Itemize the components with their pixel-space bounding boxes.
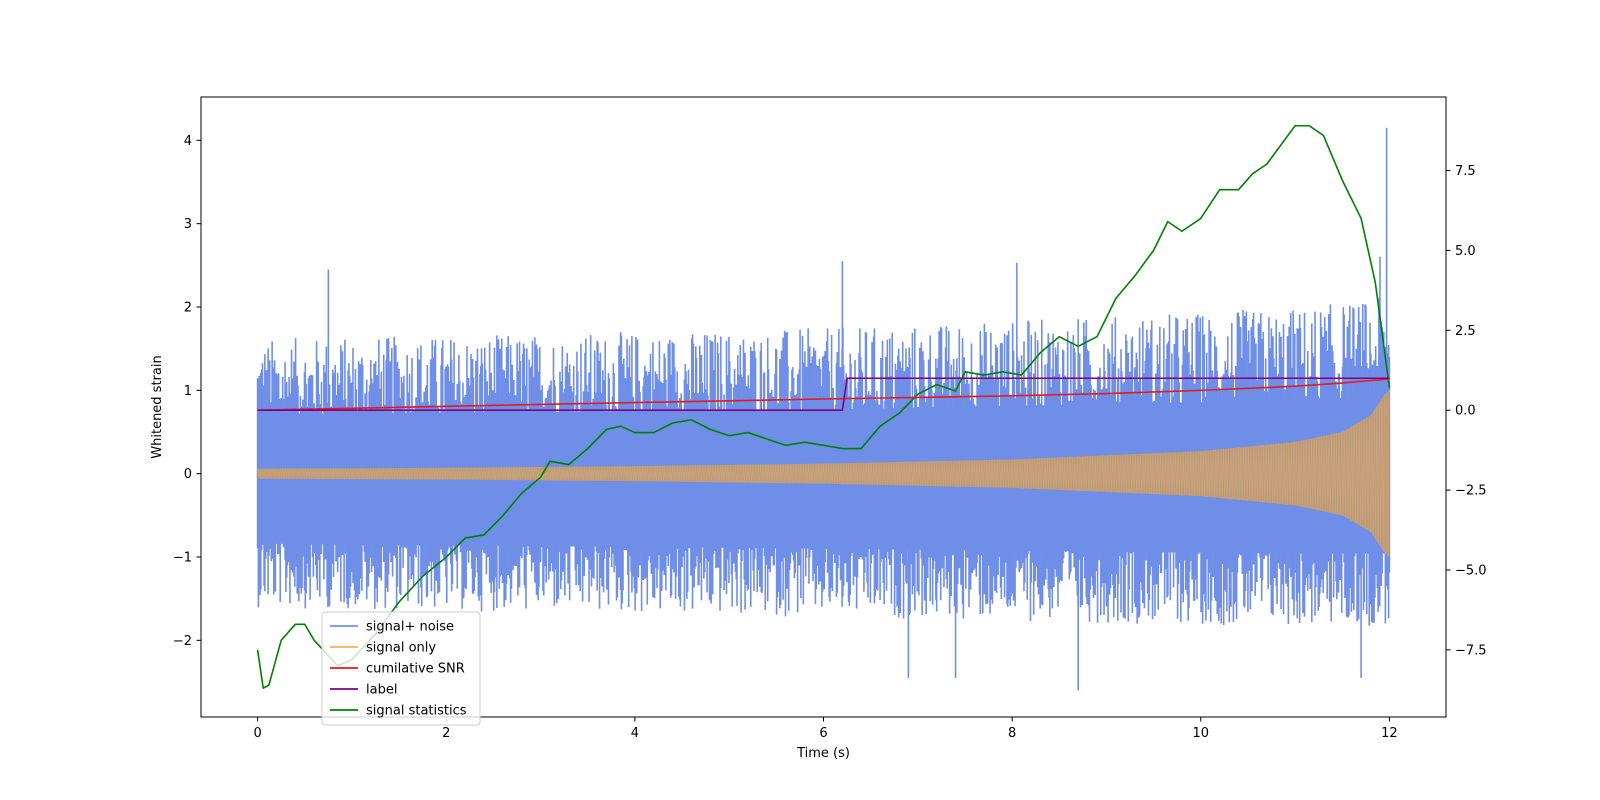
y-tick-label: 4	[184, 134, 192, 149]
legend-label: signal+ noise	[366, 620, 454, 635]
x-tick-label: 8	[1008, 726, 1016, 741]
x-tick-label: 6	[819, 726, 827, 741]
y2-tick-label: 5.0	[1455, 244, 1476, 259]
legend-label: signal only	[366, 641, 436, 656]
y2-tick-label: −2.5	[1455, 484, 1487, 499]
y-tick-label: 0	[184, 467, 192, 482]
y-axis-right: −7.5 −5.0 −2.5 0.0 2.5 5.0 7.5	[1446, 164, 1487, 658]
y-tick-label: −1	[173, 551, 192, 566]
y2-tick-label: −7.5	[1455, 643, 1487, 658]
x-axis: 0 2 4 6 8 10 12	[253, 717, 1398, 741]
series-signal-statistics	[256, 124, 1391, 690]
y-tick-label: −2	[173, 634, 192, 649]
x-tick-label: 0	[253, 726, 261, 741]
legend-entry: signal statistics	[330, 704, 467, 719]
legend-box	[321, 611, 481, 726]
signal-envelope	[257, 390, 1390, 557]
signal-oscillation	[257, 390, 1390, 556]
x-tick-label: 10	[1192, 726, 1209, 741]
y2-tick-label: 2.5	[1455, 324, 1476, 339]
y2-tick-label: −5.0	[1455, 563, 1487, 578]
series-label	[257, 377, 1390, 411]
x-tick-label: 2	[442, 726, 450, 741]
plot-area	[256, 124, 1391, 691]
y-tick-label: 3	[184, 217, 192, 232]
legend-label: signal statistics	[366, 704, 467, 719]
y-tick-label: 1	[184, 384, 192, 399]
legend-label: cumilative SNR	[366, 662, 465, 677]
legend-entry: signal only	[330, 641, 436, 656]
legend-entry: cumilative SNR	[330, 662, 465, 677]
series-lines	[256, 124, 1391, 690]
y-axis-left: −2 −1 0 1 2 3 4	[173, 134, 201, 649]
x-axis-label: Time (s)	[796, 746, 850, 761]
legend-entry: label	[330, 683, 397, 698]
series-signal-only	[257, 390, 1390, 557]
y2-tick-label: 7.5	[1455, 164, 1476, 179]
x-tick-label: 12	[1381, 726, 1398, 741]
y-axis-label: Whitened strain	[150, 355, 165, 458]
series-cumilative-snr	[257, 378, 1390, 411]
x-tick-label: 4	[631, 726, 639, 741]
y-tick-label: 2	[184, 301, 192, 316]
legend-label: label	[366, 683, 397, 698]
y2-tick-label: 0.0	[1455, 404, 1476, 419]
legend-entry: signal+ noise	[330, 620, 454, 635]
legend: signal+ noise signal only cumilative SNR la…	[321, 611, 481, 726]
